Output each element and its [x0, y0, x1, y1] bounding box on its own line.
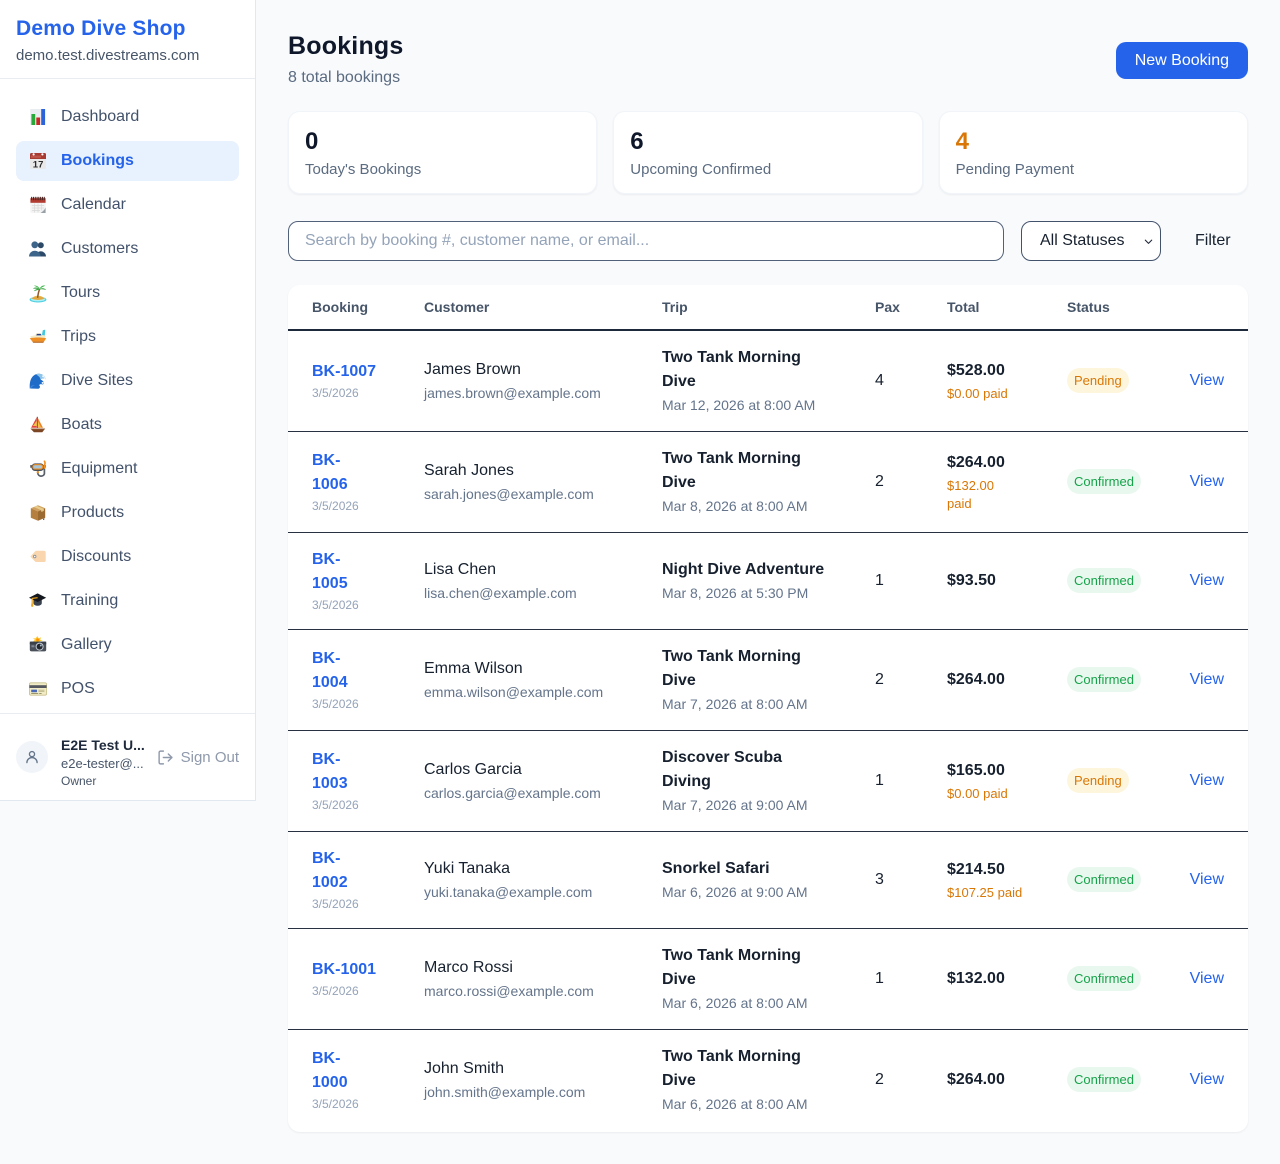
svg-text:17: 17 [33, 160, 44, 171]
